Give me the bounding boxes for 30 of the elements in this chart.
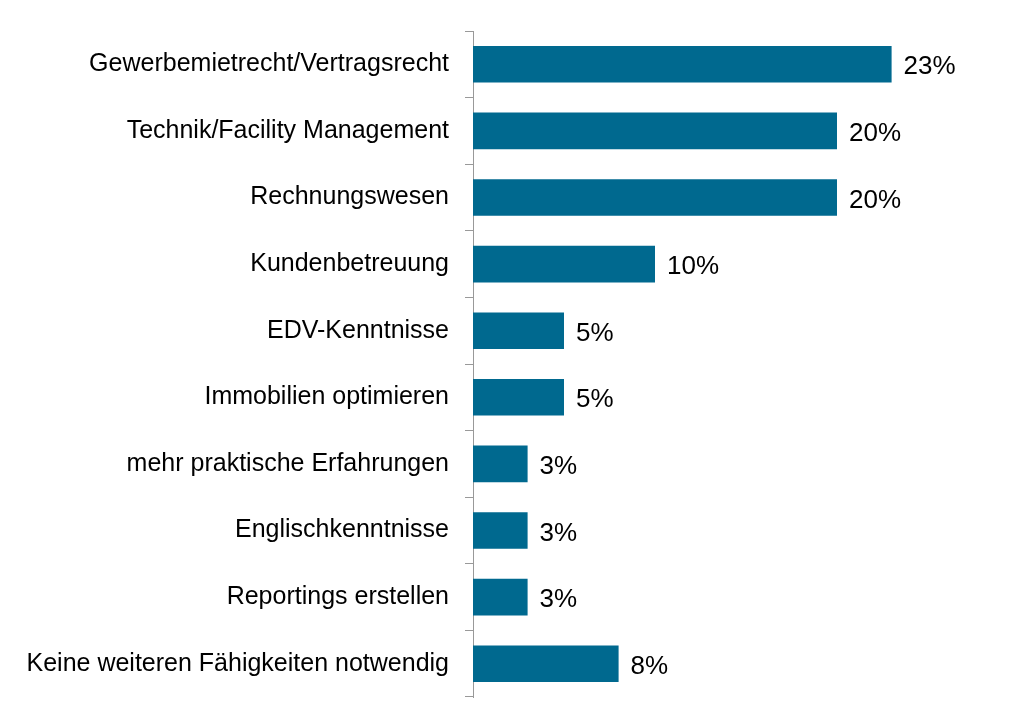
data-label: 5%: [576, 316, 614, 347]
bar: [473, 245, 655, 283]
y-tick-label: EDV-Kenntnisse: [266, 314, 449, 343]
data-label: 3%: [539, 583, 578, 614]
data-label: 3%: [539, 450, 578, 481]
data-label: 5%: [576, 383, 614, 414]
bar: [473, 179, 837, 216]
y-tick-label: Kundenbetreuung: [250, 247, 449, 276]
bar: [473, 112, 837, 150]
bar: [473, 512, 528, 549]
y-tick-label: Immobilien optimieren: [204, 381, 449, 410]
data-label: 8%: [630, 649, 669, 680]
bar: [473, 312, 564, 350]
bar: [473, 445, 528, 483]
bar: [473, 378, 564, 416]
data-label: 3%: [539, 516, 578, 547]
data-label: 10%: [667, 250, 720, 281]
data-label: 23%: [903, 50, 956, 81]
data-label: 20%: [849, 183, 902, 214]
y-tick-label: Reportings erstellen: [226, 580, 449, 609]
bar: [473, 45, 892, 83]
bar: [473, 645, 619, 683]
y-tick-label: Rechnungswesen: [250, 181, 449, 210]
y-tick-label: Gewerbemietrecht/Vertragsrecht: [89, 48, 450, 77]
y-tick-label: Technik/Facility Management: [126, 114, 450, 143]
y-tick-label: mehr praktische Erfahrungen: [126, 447, 449, 476]
y-tick-label: Keine weiteren Fähigkeiten notwendig: [26, 647, 449, 676]
y-tick-label: Englischkenntnisse: [234, 514, 449, 543]
data-label: 20%: [849, 117, 902, 148]
bar: [473, 578, 528, 616]
